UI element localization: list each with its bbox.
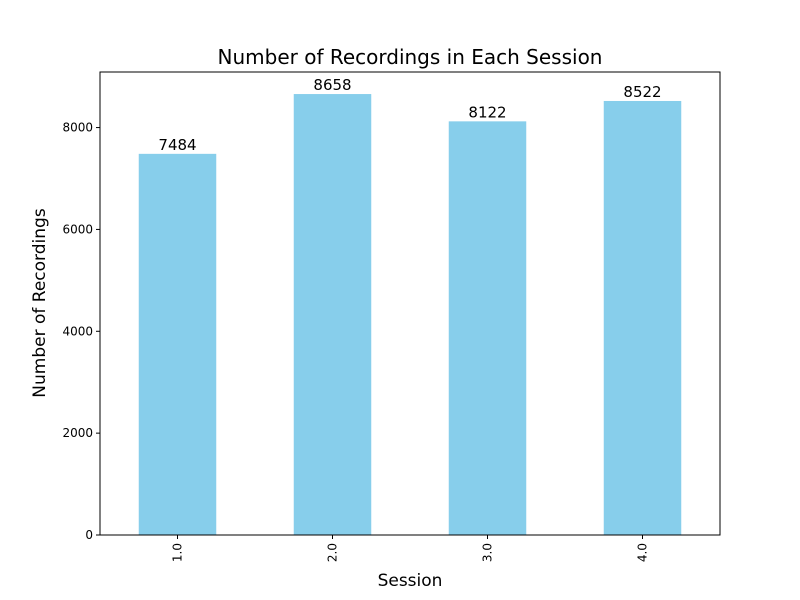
x-tick-label: 2.0	[326, 543, 340, 562]
data-label: 8522	[623, 83, 661, 101]
data-label: 8658	[313, 76, 351, 94]
y-tick-label: 4000	[62, 324, 93, 338]
y-tick-label: 8000	[62, 121, 93, 135]
data-label: 8122	[468, 103, 506, 121]
y-tick-label: 0	[85, 528, 93, 542]
y-axis-label: Number of Recordings	[30, 208, 50, 398]
x-tick-label: 3.0	[481, 543, 495, 562]
bar-4	[603, 100, 682, 535]
y-tick-label: 2000	[62, 426, 93, 440]
x-axis-label: Session	[378, 571, 443, 591]
x-tick-label: 1.0	[171, 543, 185, 562]
x-tick-label: 4.0	[636, 543, 650, 562]
bar-1	[138, 153, 217, 535]
chart-title: Number of Recordings in Each Session	[218, 45, 603, 69]
data-label: 7484	[158, 136, 196, 154]
plot-frame	[99, 71, 721, 536]
plot-area: 0 2000 4000 6000 8000 1.0 2.0 3.0 4.0 7484 8658 812…	[62, 71, 721, 562]
y-tick-label: 6000	[62, 222, 93, 236]
bar-3	[448, 121, 527, 535]
bar-2	[293, 94, 372, 536]
